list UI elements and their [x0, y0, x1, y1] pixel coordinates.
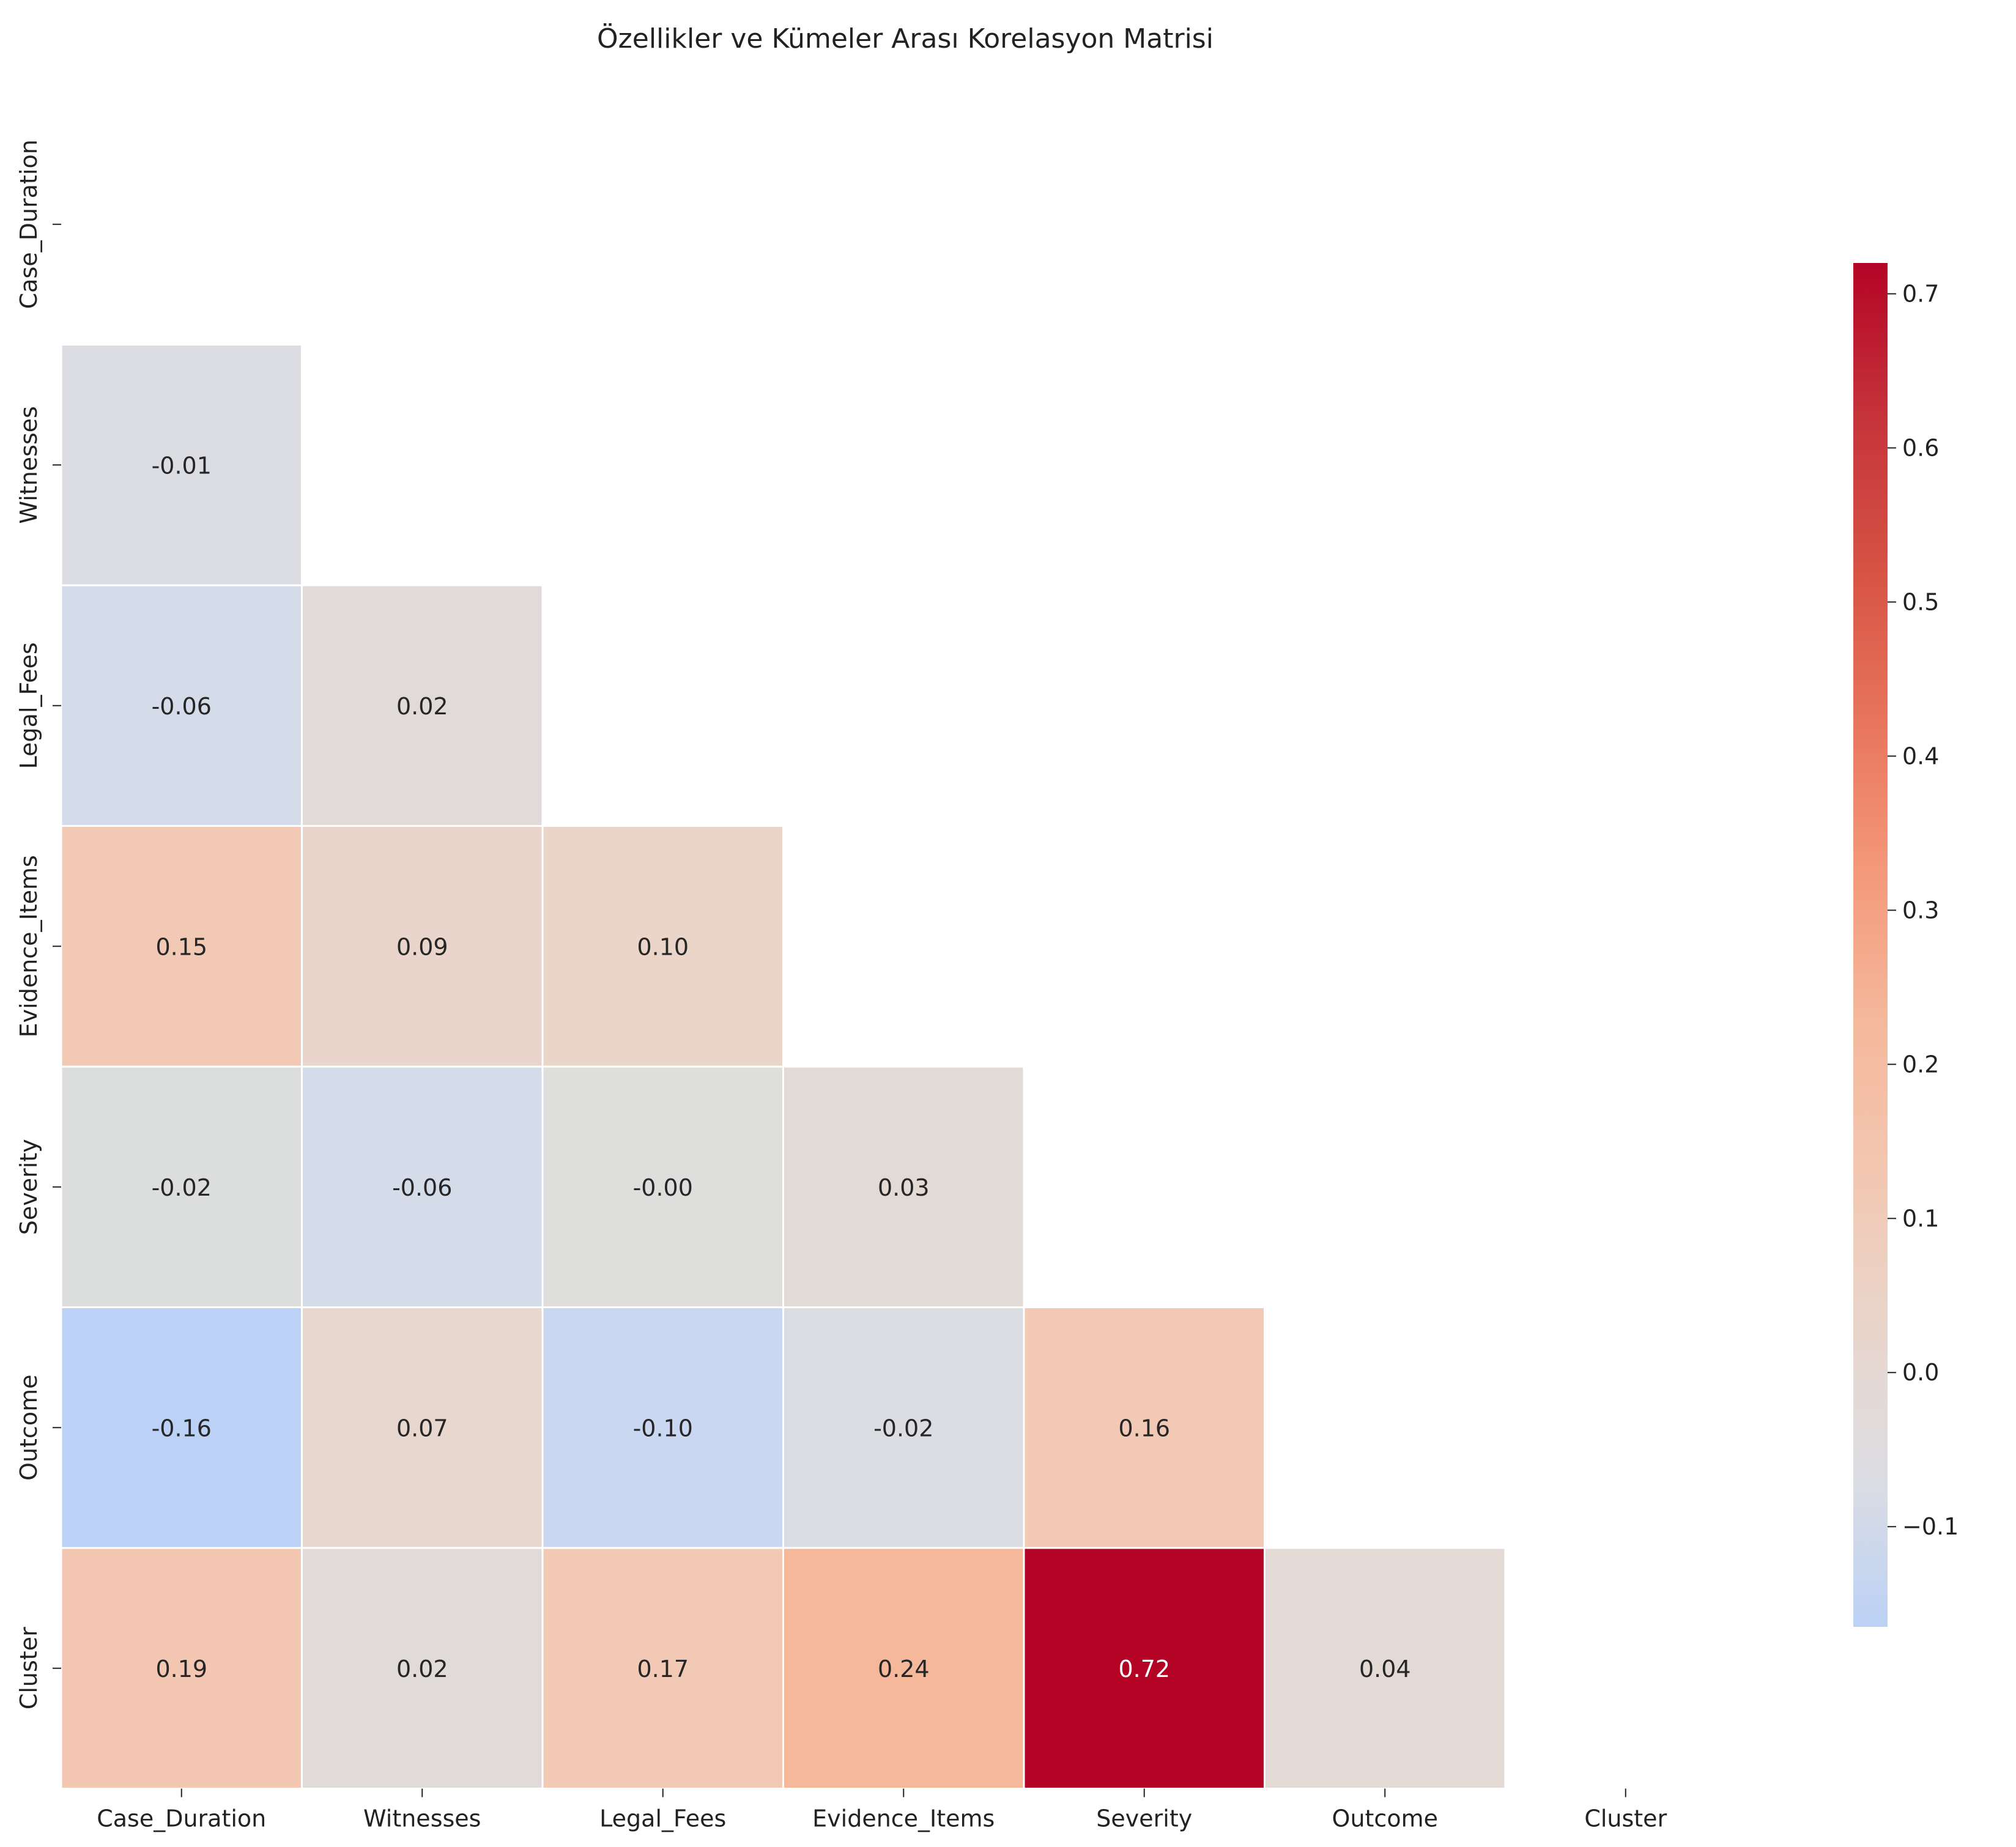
cell-rect [1023, 1547, 1266, 1790]
heatmap-cell: -0.00 [541, 1065, 784, 1308]
cell-value-label: 0.07 [396, 1415, 448, 1442]
cell-value-label: -0.02 [152, 1174, 212, 1201]
cell-value-label: 0.10 [637, 933, 689, 960]
heatmap-cell: 0.15 [60, 825, 303, 1068]
colorbar-tick-label: 0.2 [1902, 1051, 1939, 1078]
x-tick-label-witnesses: Witnesses [363, 1805, 481, 1832]
cell-value-label: -0.01 [152, 452, 212, 479]
cell-value-label: 0.03 [878, 1174, 930, 1201]
cell-rect [60, 825, 303, 1068]
heatmap-cell: 0.07 [301, 1306, 544, 1549]
cell-rect [782, 1306, 1025, 1549]
heatmap-cell: -0.10 [541, 1306, 784, 1549]
cell-value-label: 0.16 [1118, 1415, 1170, 1442]
y-tick-label-legal-fees: Legal_Fees [15, 642, 42, 769]
colorbar-tick-label: 0.3 [1902, 897, 1939, 924]
heatmap-cell: 0.02 [301, 1547, 544, 1790]
cell-rect [301, 1306, 544, 1549]
x-tick-label-outcome: Outcome [1332, 1805, 1438, 1832]
y-tick-label-severity: Severity [15, 1139, 42, 1235]
y-tick-label-evidence-items: Evidence_Items [15, 855, 42, 1037]
heatmap-cell: 0.03 [782, 1065, 1025, 1308]
x-tick-label-case-duration: Case_Duration [97, 1805, 266, 1832]
x-tick-label-cluster: Cluster [1584, 1805, 1667, 1832]
cell-value-label: -0.16 [152, 1415, 212, 1442]
colorbar-tick-label: 0.5 [1902, 588, 1939, 615]
heatmap-cell: 0.04 [1264, 1547, 1506, 1790]
cell-value-label: -0.06 [152, 693, 212, 720]
cell-value-label: 0.19 [155, 1656, 207, 1682]
y-tick-label-outcome: Outcome [15, 1375, 42, 1481]
chart-title: Özellikler ve Kümeler Arası Korelasyon M… [597, 23, 1214, 54]
cell-value-label: 0.02 [396, 693, 448, 720]
cell-value-label: 0.24 [878, 1656, 930, 1682]
cell-value-label: -0.06 [392, 1174, 452, 1201]
heatmap-cell: -0.16 [60, 1306, 303, 1549]
heatmap-cell: 0.72 [1023, 1547, 1266, 1790]
cell-value-label: 0.15 [155, 933, 207, 960]
colorbar-gradient [1853, 263, 1888, 1627]
heatmap-cell: -0.01 [60, 344, 303, 587]
cell-rect [541, 1306, 784, 1549]
cell-value-label: -0.00 [633, 1174, 693, 1201]
colorbar: −0.1 0.0 0.1 0.2 0.3 0.4 0.5 0.6 0.7 [1853, 263, 1959, 1627]
x-tick-label-severity: Severity [1096, 1805, 1192, 1832]
cell-value-label: -0.10 [633, 1415, 693, 1442]
y-tick-label-cluster: Cluster [15, 1627, 42, 1709]
cell-rect [301, 825, 544, 1068]
colorbar-tick-label: 0.7 [1902, 280, 1939, 307]
y-tick-label-case-duration: Case_Duration [15, 139, 42, 309]
cell-value-label: 0.72 [1118, 1656, 1170, 1682]
colorbar-tick-label: −0.1 [1902, 1513, 1959, 1540]
colorbar-tick-label: 0.0 [1902, 1359, 1939, 1386]
cell-rect [60, 584, 303, 827]
x-axis: Case_Duration Witnesses Legal_Fees Evidence… [97, 1788, 1667, 1832]
x-tick-label-evidence-items: Evidence_Items [812, 1805, 995, 1832]
cell-rect [60, 344, 303, 587]
heatmap-cell: -0.02 [60, 1065, 303, 1308]
cell-value-label: 0.04 [1359, 1656, 1411, 1682]
heatmap-cell: -0.06 [301, 1065, 544, 1308]
colorbar-tick-label: 0.4 [1902, 742, 1939, 769]
colorbar-tick-label: 0.1 [1902, 1205, 1939, 1232]
cell-rect [782, 1065, 1025, 1308]
cell-value-label: 0.09 [396, 933, 448, 960]
heatmap-cell: 0.02 [301, 584, 544, 827]
cell-value-label: 0.17 [637, 1656, 689, 1682]
heatmap-cell: 0.10 [541, 825, 784, 1068]
cell-rect [1023, 1306, 1266, 1549]
cell-rect [541, 1547, 784, 1790]
heatmap-cell: 0.19 [60, 1547, 303, 1790]
cell-rect [301, 584, 544, 827]
cell-rect [301, 1547, 544, 1790]
heatmap-cell: 0.16 [1023, 1306, 1266, 1549]
y-tick-label-witnesses: Witnesses [15, 406, 42, 524]
cell-rect [1264, 1547, 1506, 1790]
heatmap-cell: 0.09 [301, 825, 544, 1068]
heatmap-cell: -0.06 [60, 584, 303, 827]
cell-rect [541, 825, 784, 1068]
cell-rect [782, 1547, 1025, 1790]
colorbar-tick-label: 0.6 [1902, 434, 1939, 461]
cell-value-label: -0.02 [873, 1415, 933, 1442]
cell-rect [301, 1065, 544, 1308]
y-axis: Case_Duration Witnesses Legal_Fees Evidence… [15, 139, 61, 1709]
heatmap-cell: 0.24 [782, 1547, 1025, 1790]
heatmap-cell: 0.17 [541, 1547, 784, 1790]
heatmap-cell: -0.02 [782, 1306, 1025, 1549]
heatmap-cells: -0.01 -0.06 0.02 0.15 0.09 0.10 -0.02 -0.06 -0.0… [60, 344, 1506, 1790]
cell-value-label: 0.02 [396, 1656, 448, 1682]
x-tick-label-legal-fees: Legal_Fees [599, 1805, 726, 1832]
